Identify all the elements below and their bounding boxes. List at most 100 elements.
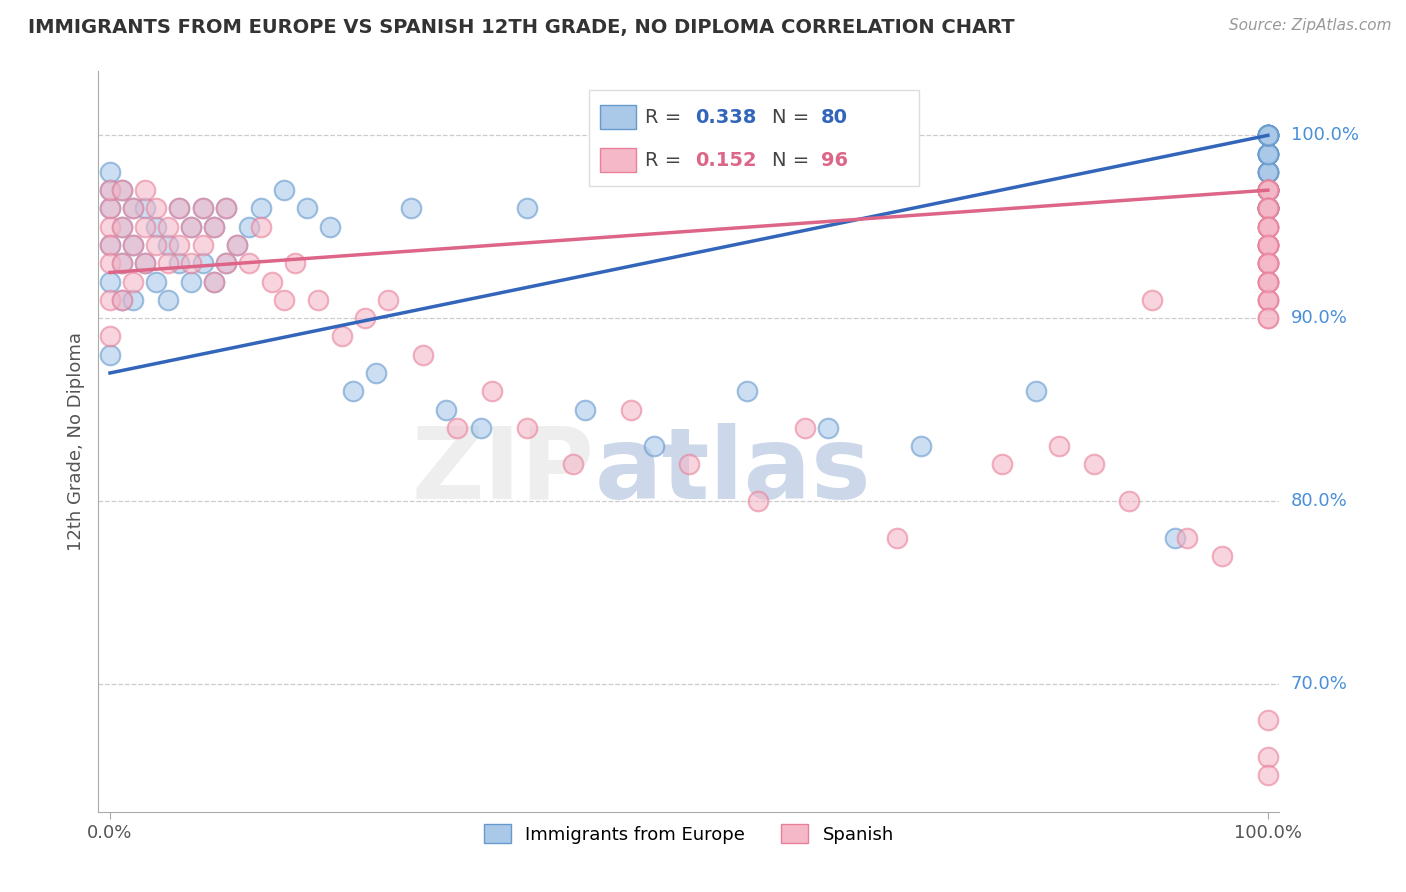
Point	[562, 458, 585, 472]
Point	[1175, 531, 1198, 545]
Point	[262, 275, 284, 289]
Point	[110, 256, 132, 270]
Point	[1257, 275, 1279, 289]
Point	[1049, 439, 1071, 453]
Point	[145, 275, 167, 289]
Point	[574, 402, 596, 417]
Point	[1257, 293, 1279, 307]
Point	[134, 202, 156, 216]
Point	[747, 494, 769, 508]
Point	[202, 275, 225, 289]
Point	[98, 256, 121, 270]
Point	[1257, 183, 1279, 197]
Point	[98, 329, 121, 343]
Point	[156, 256, 179, 270]
Point	[122, 275, 145, 289]
Point	[169, 238, 191, 252]
Point	[1257, 202, 1279, 216]
Point	[1257, 219, 1279, 234]
Point	[110, 219, 132, 234]
Point	[620, 402, 643, 417]
Point	[1257, 238, 1279, 252]
Point	[156, 293, 179, 307]
Point	[110, 293, 132, 307]
Point	[793, 421, 815, 435]
Point	[98, 348, 121, 362]
Point	[98, 293, 121, 307]
Point	[180, 256, 202, 270]
Point	[1257, 714, 1279, 728]
Point	[215, 202, 238, 216]
Point	[366, 366, 388, 380]
Point	[1257, 202, 1279, 216]
Point	[1257, 256, 1279, 270]
Point	[1257, 165, 1279, 179]
Point	[412, 348, 434, 362]
Point	[1257, 183, 1279, 197]
Point	[1025, 384, 1047, 399]
Bar	[600, 105, 636, 129]
Point	[1257, 293, 1279, 307]
Point	[1257, 750, 1279, 764]
Point	[1257, 183, 1279, 197]
Point	[1257, 202, 1279, 216]
Y-axis label: 12th Grade, No Diploma: 12th Grade, No Diploma	[66, 332, 84, 551]
Point	[1257, 146, 1279, 161]
Point	[110, 183, 132, 197]
Point	[434, 402, 457, 417]
Point	[202, 275, 225, 289]
Point	[1257, 202, 1279, 216]
Point	[1257, 256, 1279, 270]
Point	[122, 238, 145, 252]
Point	[399, 202, 422, 216]
Point	[215, 256, 238, 270]
Point	[1257, 146, 1279, 161]
Point	[1257, 165, 1279, 179]
Point	[1257, 238, 1279, 252]
Point	[98, 202, 121, 216]
Point	[1164, 531, 1187, 545]
Point	[180, 219, 202, 234]
Legend: Immigrants from Europe, Spanish: Immigrants from Europe, Spanish	[477, 817, 901, 851]
Point	[1257, 311, 1279, 326]
Point	[284, 256, 307, 270]
Point	[156, 238, 179, 252]
Point	[191, 238, 214, 252]
Point	[122, 202, 145, 216]
Text: 96: 96	[821, 151, 848, 169]
Point	[249, 219, 271, 234]
Point	[330, 329, 353, 343]
Point	[1257, 183, 1279, 197]
Text: 80: 80	[821, 108, 848, 127]
Point	[1257, 275, 1279, 289]
Point	[1257, 128, 1279, 143]
Point	[1257, 183, 1279, 197]
Point	[1257, 146, 1279, 161]
Point	[1257, 183, 1279, 197]
Point	[1257, 183, 1279, 197]
Point	[122, 293, 145, 307]
Point	[134, 256, 156, 270]
Point	[1118, 494, 1140, 508]
Point	[202, 219, 225, 234]
Text: 0.152: 0.152	[695, 151, 756, 169]
Point	[1257, 202, 1279, 216]
Point	[1257, 311, 1279, 326]
Point	[169, 256, 191, 270]
Point	[145, 238, 167, 252]
Point	[1257, 293, 1279, 307]
Text: IMMIGRANTS FROM EUROPE VS SPANISH 12TH GRADE, NO DIPLOMA CORRELATION CHART: IMMIGRANTS FROM EUROPE VS SPANISH 12TH G…	[28, 18, 1015, 37]
Point	[1083, 458, 1105, 472]
Point	[122, 238, 145, 252]
Point	[122, 202, 145, 216]
Point	[446, 421, 468, 435]
Point	[1257, 238, 1279, 252]
Text: Source: ZipAtlas.com: Source: ZipAtlas.com	[1229, 18, 1392, 33]
Text: 0.338: 0.338	[695, 108, 756, 127]
Point	[319, 219, 342, 234]
Point	[98, 238, 121, 252]
Point	[238, 256, 260, 270]
Point	[1257, 202, 1279, 216]
Point	[1257, 256, 1279, 270]
Point	[134, 183, 156, 197]
